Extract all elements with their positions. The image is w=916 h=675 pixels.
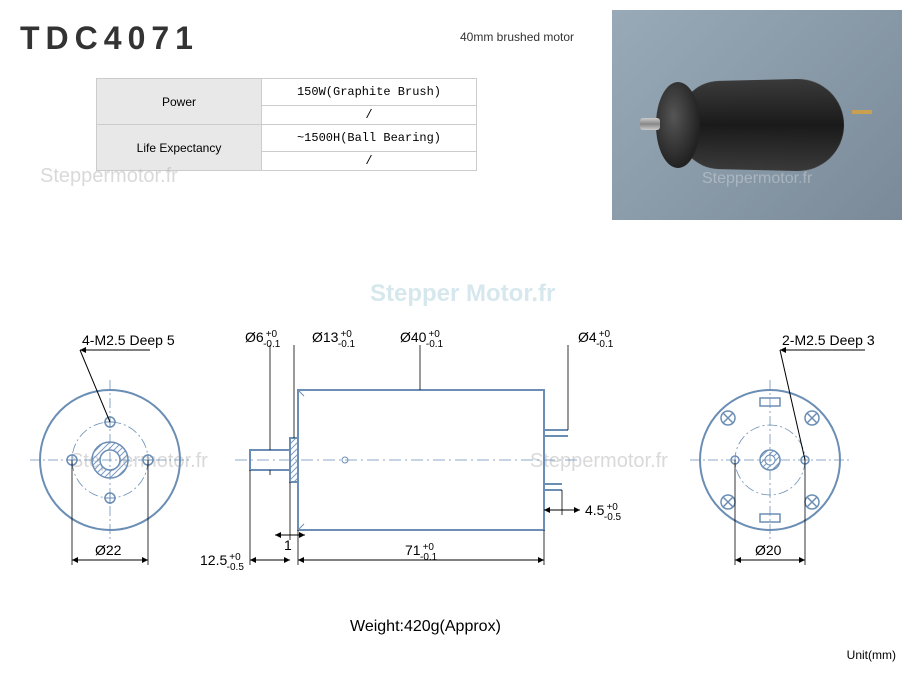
svg-text:12.5+0-0.5: 12.5+0-0.5 (200, 552, 244, 573)
side-view: Ø6+0-0.1 Ø13+0-0.1 Ø40+0-0.1 Ø4+0-0.1 12… (200, 329, 622, 573)
svg-text:4-M2.5 Deep 5: 4-M2.5 Deep 5 (82, 332, 175, 348)
photo-watermark: Steppermotor.fr (702, 170, 812, 188)
svg-text:Ø6+0-0.1: Ø6+0-0.1 (245, 329, 281, 350)
spec-label-power: Power (97, 79, 262, 125)
model-title: TDC4071 (20, 20, 199, 57)
svg-text:Ø13+0-0.1: Ø13+0-0.1 (312, 329, 356, 350)
spec-value-sep1: / (262, 106, 477, 125)
motor-pin-render (852, 110, 872, 114)
svg-text:Ø22: Ø22 (95, 542, 122, 558)
unit-label: Unit(mm) (847, 648, 896, 662)
spec-label-life: Life Expectancy (97, 125, 262, 171)
svg-text:4.5+0-0.5: 4.5+0-0.5 (585, 502, 622, 523)
technical-drawing: 4-M2.5 Deep 5 Ø22 Ø6+0-0.1 Ø13+0-0.1 Ø40… (0, 280, 916, 650)
motor-face-render (656, 82, 700, 168)
rear-view: 2-M2.5 Deep 3 Ø20 (690, 332, 875, 565)
svg-text:Ø20: Ø20 (755, 542, 782, 558)
subtitle: 40mm brushed motor (460, 30, 574, 44)
svg-text:2-M2.5 Deep 3: 2-M2.5 Deep 3 (782, 332, 875, 348)
motor-shaft-render (640, 118, 660, 130)
spec-value-life: ~1500H(Ball Bearing) (262, 125, 477, 152)
weight-label: Weight:420g(Approx) (350, 618, 501, 636)
spec-value-power: 150W(Graphite Brush) (262, 79, 477, 106)
product-photo: Steppermotor.fr (612, 10, 902, 220)
svg-text:Ø4+0-0.1: Ø4+0-0.1 (578, 329, 614, 350)
spec-value-sep2: / (262, 152, 477, 171)
motor-body-render (677, 78, 844, 172)
front-view: 4-M2.5 Deep 5 Ø22 (30, 332, 190, 565)
svg-text:Ø40+0-0.1: Ø40+0-0.1 (400, 329, 444, 350)
spec-table: Power 150W(Graphite Brush) / Life Expect… (96, 78, 477, 171)
svg-text:1: 1 (284, 537, 292, 553)
